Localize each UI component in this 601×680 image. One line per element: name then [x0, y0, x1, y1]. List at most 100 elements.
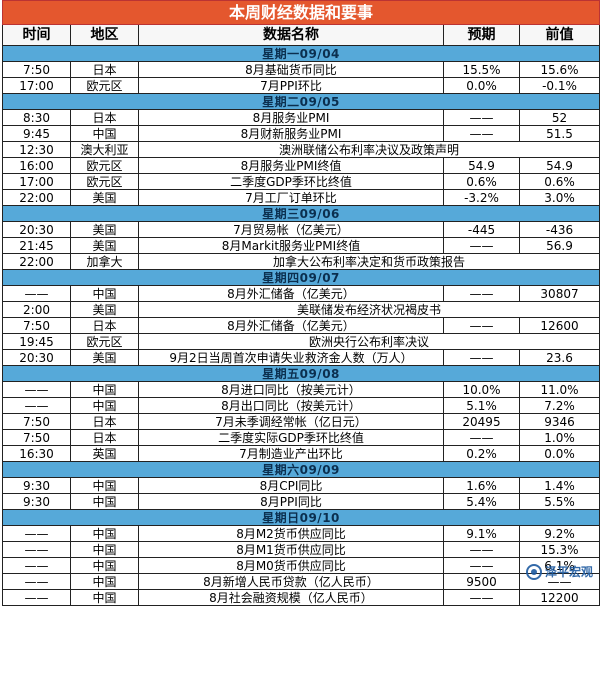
table-row: —— 中国 8月社会融资规模（亿人民币） —— 12200 [2, 589, 601, 606]
event-name: 8月财新服务业PMI [138, 125, 444, 142]
event-forecast: 0.6% [443, 173, 520, 190]
event-forecast: —— [443, 589, 520, 606]
event-previous: 11.0% [518, 381, 601, 398]
event-name: 7月贸易帐（亿美元） [138, 221, 444, 238]
event-region: 中国 [70, 381, 139, 398]
event-time: —— [2, 285, 71, 302]
event-previous: 1.4% [518, 477, 601, 494]
event-name: 二季度实际GDP季环比终值 [138, 429, 444, 446]
event-region: 中国 [70, 589, 139, 606]
event-name: 8月服务业PMI [138, 109, 444, 126]
table-row: —— 中国 8月新增人民币贷款（亿人民币） 9500 —— [2, 573, 601, 590]
event-previous: 23.6 [518, 349, 601, 366]
event-region: 美国 [70, 189, 139, 206]
event-name: 8月Markit服务业PMI终值 [138, 237, 444, 254]
table-row: 8:30 日本 8月服务业PMI —— 52 [2, 109, 601, 126]
table-row: —— 中国 8月进口同比（按美元计） 10.0% 11.0% [2, 381, 601, 398]
table-row: 19:45 欧元区 欧洲央行公布利率决议 [2, 333, 601, 350]
event-time: —— [2, 541, 71, 558]
calendar-body: 本周财经数据和要事 时间 地区 数据名称 预期 前值 星期一09/04 7:50 日… [1, 0, 601, 606]
day-header-row: 星期四09/07 [1, 269, 601, 286]
event-time: 9:45 [2, 125, 71, 142]
event-name: 7月PPI环比 [138, 77, 444, 94]
event-time: 16:00 [2, 157, 71, 174]
day-header-row: 星期五09/08 [1, 365, 601, 382]
event-previous: 15.6% [518, 61, 601, 78]
event-time: 20:30 [2, 349, 71, 366]
event-forecast: —— [443, 237, 520, 254]
event-previous: 5.5% [518, 493, 601, 510]
event-region: 中国 [70, 493, 139, 510]
event-region: 中国 [70, 573, 139, 590]
event-forecast: —— [443, 429, 520, 446]
event-name: 7月未季调经常帐（亿日元） [138, 413, 444, 430]
event-forecast: 15.5% [443, 61, 520, 78]
event-forecast: —— [443, 541, 520, 558]
economic-calendar: 本周财经数据和要事 时间 地区 数据名称 预期 前值 星期一09/04 7:50 日… [1, 0, 601, 606]
table-row: 20:30 美国 7月贸易帐（亿美元） -445 -436 [2, 221, 601, 238]
event-forecast: -3.2% [443, 189, 520, 206]
table-row: 7:50 日本 8月外汇储备（亿美元） —— 12600 [2, 317, 601, 334]
event-region: 中国 [70, 477, 139, 494]
day-header-row: 星期二09/05 [1, 93, 601, 110]
event-time: 9:30 [2, 477, 71, 494]
day-header-row: 星期日09/10 [1, 509, 601, 526]
event-time: 20:30 [2, 221, 71, 238]
event-previous: -0.1% [518, 77, 601, 94]
day-label: 星期日09/10 [1, 509, 601, 526]
header-forecast: 预期 [443, 24, 520, 46]
table-row: 21:45 美国 8月Markit服务业PMI终值 —— 56.9 [2, 237, 601, 254]
event-region: 美国 [70, 221, 139, 238]
event-forecast: —— [443, 317, 520, 334]
table-row: 20:30 美国 9月2日当周首次申请失业救济金人数（万人） —— 23.6 [2, 349, 601, 366]
event-time: 12:30 [2, 141, 71, 158]
header-time: 时间 [2, 24, 71, 46]
event-time: 7:50 [2, 413, 71, 430]
table-row: 7:50 日本 7月未季调经常帐（亿日元） 20495 9346 [2, 413, 601, 430]
event-time: —— [2, 573, 71, 590]
event-time: 16:30 [2, 445, 71, 462]
table-title: 本周财经数据和要事 [1, 0, 601, 25]
event-forecast: —— [443, 349, 520, 366]
event-region: 美国 [70, 301, 139, 318]
event-previous: 56.9 [518, 237, 601, 254]
table-row: 7:50 日本 8月基础货币同比 15.5% 15.6% [2, 61, 601, 78]
day-header-row: 星期三09/06 [1, 205, 601, 222]
event-region: 欧元区 [70, 157, 139, 174]
event-time: 7:50 [2, 317, 71, 334]
event-time: 2:00 [2, 301, 71, 318]
event-previous: 12200 [518, 589, 601, 606]
day-label: 星期一09/04 [1, 45, 601, 62]
event-name: 8月新增人民币贷款（亿人民币） [138, 573, 444, 590]
event-previous: 52 [518, 109, 601, 126]
event-name: 8月服务业PMI终值 [138, 157, 444, 174]
event-name: 8月M1货币供应同比 [138, 541, 444, 558]
day-label: 星期五09/08 [1, 365, 601, 382]
event-name: 8月M0货币供应同比 [138, 557, 444, 574]
title-row: 本周财经数据和要事 [1, 0, 601, 25]
event-time: —— [2, 397, 71, 414]
table-row: 2:00 美国 美联储发布经济状况褐皮书 [2, 301, 601, 318]
table-row: —— 中国 8月出口同比（按美元计） 5.1% 7.2% [2, 397, 601, 414]
table-row: 12:30 澳大利亚 澳洲联储公布利率决议及政策声明 [2, 141, 601, 158]
event-name: 欧洲央行公布利率决议 [137, 333, 601, 350]
event-time: 7:50 [2, 61, 71, 78]
event-previous: 7.2% [518, 397, 601, 414]
watermark: 泽平宏观 [525, 563, 593, 580]
event-region: 英国 [70, 445, 139, 462]
event-region: 欧元区 [70, 333, 139, 350]
event-region: 加拿大 [70, 253, 139, 270]
table-row: 16:00 欧元区 8月服务业PMI终值 54.9 54.9 [2, 157, 601, 174]
day-label: 星期六09/09 [1, 461, 601, 478]
event-region: 中国 [70, 525, 139, 542]
event-region: 中国 [70, 125, 139, 142]
event-region: 中国 [70, 397, 139, 414]
event-name: 9月2日当周首次申请失业救济金人数（万人） [138, 349, 444, 366]
event-previous: 54.9 [518, 157, 601, 174]
event-forecast: 9.1% [443, 525, 520, 542]
event-time: 7:50 [2, 429, 71, 446]
event-time: 9:30 [2, 493, 71, 510]
header-region: 地区 [70, 24, 139, 46]
table-row: —— 中国 8月M1货币供应同比 —— 15.3% [2, 541, 601, 558]
event-previous: 1.0% [518, 429, 601, 446]
